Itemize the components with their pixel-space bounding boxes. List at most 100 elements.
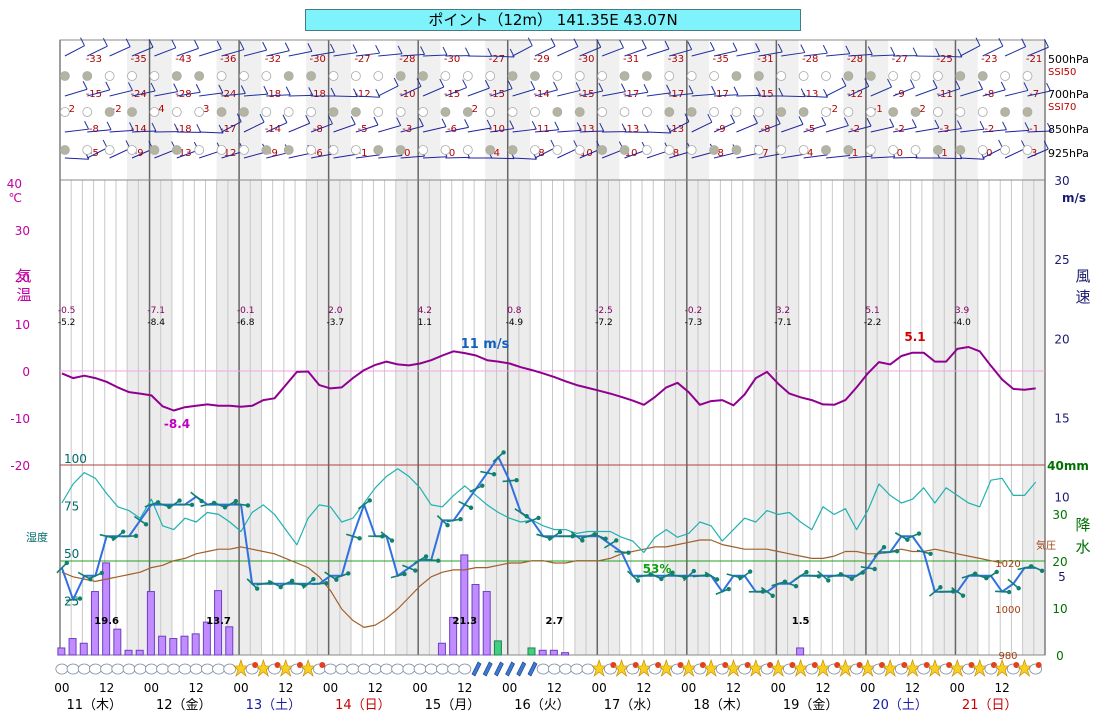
wind-arrow-head	[324, 581, 329, 586]
wind-barb	[64, 128, 89, 133]
wind-barb	[423, 156, 448, 159]
wind-barb-feather	[821, 116, 827, 126]
upper-air-temp: -6	[313, 148, 323, 159]
wind-barb	[64, 88, 88, 97]
wind-arrow	[469, 484, 483, 493]
wind-barb	[400, 125, 424, 133]
precip-bar	[180, 635, 189, 656]
wind-barb	[825, 154, 850, 159]
wind-arrow-head	[311, 576, 316, 582]
wind-barb-feather	[307, 43, 313, 52]
upper-humidity-circle	[552, 145, 563, 155]
wind-barb	[848, 86, 869, 97]
wind-barb-feather	[575, 82, 581, 91]
temp-tick: 0	[22, 365, 30, 379]
wind-barb	[982, 45, 1004, 57]
wind-barb-feather	[420, 46, 426, 55]
sun-icon	[591, 659, 607, 677]
wind-arrow	[738, 570, 751, 581]
upper-air-temp: -30	[444, 54, 460, 65]
upper-humidity-circle	[261, 107, 272, 117]
wind-barb-feather	[418, 117, 424, 127]
wind-barb	[109, 129, 134, 133]
upper-humidity-circle	[753, 107, 764, 117]
wind-arrow	[200, 502, 215, 508]
cloud-icon	[335, 663, 349, 675]
wind-barb-feather	[259, 113, 265, 123]
wind-barb-feather	[125, 38, 131, 47]
wind-barb	[937, 88, 961, 97]
upper-air-temp: -3	[402, 124, 412, 135]
daily-max-temp: 3.2	[776, 306, 790, 316]
sun-icon	[815, 659, 831, 677]
upper-humidity-circle	[642, 145, 652, 155]
wind-barb-feather	[151, 122, 157, 132]
wind-arrow-head	[872, 566, 877, 572]
precip-bar	[471, 584, 480, 656]
upper-humidity-circle	[395, 145, 406, 155]
precip-bar	[158, 635, 167, 656]
wind-barb	[669, 49, 692, 57]
sun-icon	[703, 659, 719, 677]
wind-arrow-head	[747, 569, 753, 574]
hour-tick: 12	[99, 681, 114, 695]
cloud-icon	[536, 663, 550, 675]
upper-humidity-circle	[574, 145, 585, 155]
day-label: 16（火）	[514, 698, 570, 713]
temp-axis-label: 温	[16, 286, 31, 304]
wind-arrow	[873, 546, 885, 558]
wind-barb	[982, 147, 1003, 159]
upper-humidity-circle	[104, 145, 115, 155]
wind-barb-feather	[352, 44, 358, 53]
daily-min-temp: -4.0	[953, 318, 971, 328]
wind-barb	[736, 122, 758, 133]
hour-tick: 00	[502, 681, 517, 695]
daily-min-temp: 1.1	[418, 318, 432, 328]
level-label: 850hPa	[1048, 123, 1089, 136]
upper-air-temp: 1	[941, 148, 947, 159]
wind-barb-feather	[375, 44, 381, 54]
upper-air-temp: -10	[489, 124, 505, 135]
upper-humidity-circle	[843, 107, 854, 117]
temp-unit: ℃	[9, 191, 22, 205]
wind-arrow	[659, 571, 673, 580]
wind-arrow-head	[994, 569, 999, 575]
wind-barb-feather	[171, 39, 177, 49]
upper-humidity-circle	[328, 71, 339, 81]
wind-barb	[64, 45, 85, 57]
wind-barb-feather	[173, 123, 179, 132]
cloud-icon	[100, 663, 114, 675]
cloud-icon	[346, 663, 360, 675]
upper-humidity-circle	[910, 107, 921, 117]
humidity-tick: 50	[64, 547, 79, 561]
wind-barb	[512, 45, 533, 57]
upper-humidity-circle	[328, 145, 339, 155]
upper-humidity-circle	[127, 71, 137, 81]
upper-humidity-circle	[843, 71, 854, 81]
precip-bar	[191, 633, 200, 656]
wind-barb-feather	[441, 118, 447, 127]
upper-air-temp: -13	[578, 124, 594, 135]
upper-air-temp: 0	[986, 148, 992, 159]
wind-arrow	[390, 573, 405, 579]
upper-air-temp: 10	[580, 148, 593, 159]
wind-arrow	[190, 491, 203, 502]
upper-air-temp: -2	[984, 124, 994, 135]
upper-air-temp: 8	[538, 148, 544, 159]
upper-humidity-circle	[821, 107, 831, 117]
upper-air-temp: -33	[668, 54, 684, 65]
wind-barb	[1004, 89, 1029, 97]
wind-barb	[176, 91, 201, 97]
upper-air-temp: -35	[713, 54, 729, 65]
precip-tick: 20	[1052, 555, 1067, 569]
wind-arrow	[916, 549, 931, 555]
upper-humidity-circle	[59, 107, 70, 117]
wind-barb-feather	[462, 79, 468, 88]
wind-barb	[960, 157, 985, 160]
wind-barb	[400, 53, 425, 57]
wind-barb	[534, 129, 559, 133]
upper-humidity-circle	[418, 71, 428, 81]
wind-tick: 25	[1054, 253, 1069, 267]
wind-barb	[131, 90, 156, 97]
wind-barb-feather	[282, 114, 288, 123]
